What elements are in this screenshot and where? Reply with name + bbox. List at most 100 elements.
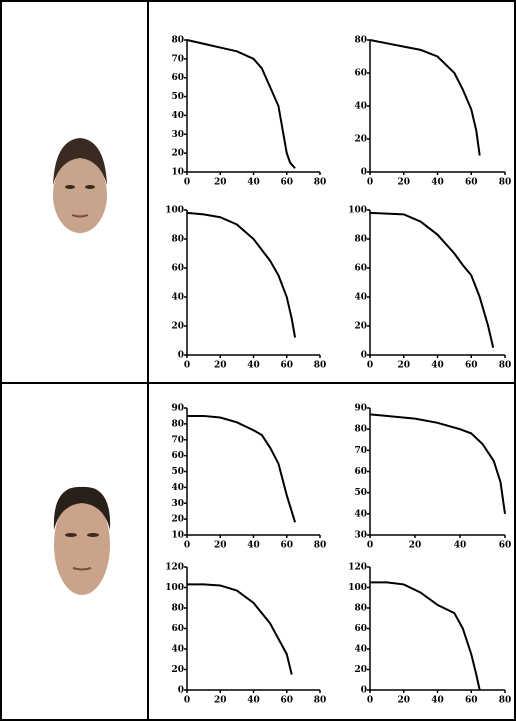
x-tick-label: 20 [214, 696, 227, 706]
y-tick-label: 10 [171, 168, 184, 178]
x-tick-label: 40 [247, 361, 260, 371]
y-tick-label: 40 [171, 645, 184, 655]
x-tick-label: 40 [431, 361, 444, 371]
y-tick-label: 100 [165, 583, 184, 593]
x-tick-label: 20 [214, 178, 227, 188]
y-tick-label: 60 [354, 264, 367, 274]
x-tick-label: 80 [314, 696, 327, 706]
y-tick-label: 60 [354, 624, 367, 634]
y-tick-label: 80 [171, 36, 184, 46]
y-tick-label: 80 [171, 604, 184, 614]
curve [370, 581, 481, 691]
x-tick-label: 80 [499, 361, 512, 371]
x-tick-label: 20 [397, 178, 410, 188]
y-tick-label: 30 [171, 499, 184, 509]
x-tick-label: 0 [184, 541, 190, 551]
y-tick-label: 100 [348, 206, 367, 216]
x-tick-label: 60 [499, 541, 512, 551]
x-tick-label: 20 [214, 541, 227, 551]
y-tick-label: 70 [171, 435, 184, 445]
y-tick-label: 20 [171, 149, 184, 159]
chart: 30 40 50 60 70 80 90 0 20 40 60 [354, 404, 511, 551]
y-tick-label: 60 [171, 451, 184, 461]
y-tick-label: 40 [354, 645, 367, 655]
x-tick-label: 60 [280, 361, 293, 371]
x-tick-label: 80 [314, 541, 327, 551]
x-tick-label: 0 [184, 361, 190, 371]
y-tick-label: 40 [354, 509, 367, 519]
y-tick-label: 20 [171, 665, 184, 675]
y-tick-label: 50 [171, 92, 184, 102]
y-tick-label: 30 [171, 130, 184, 140]
curve [369, 211, 495, 348]
y-tick-label: 40 [171, 483, 184, 493]
x-tick-label: 0 [184, 696, 190, 706]
y-tick-label: 30 [354, 531, 367, 541]
y-tick-label: 100 [165, 206, 184, 216]
x-tick-label: 60 [465, 361, 478, 371]
y-tick-label: 50 [354, 488, 367, 498]
y-tick-label: 80 [354, 235, 367, 245]
curve [369, 413, 506, 514]
y-tick-label: 40 [171, 111, 184, 121]
x-tick-label: 60 [280, 541, 293, 551]
x-tick-label: 20 [409, 541, 422, 551]
x-tick-label: 40 [431, 696, 444, 706]
x-tick-label: 0 [367, 178, 373, 188]
y-tick-label: 20 [171, 322, 184, 332]
curve [369, 39, 481, 156]
x-tick-label: 20 [397, 696, 410, 706]
y-tick-label: 90 [354, 404, 367, 414]
y-tick-label: 20 [354, 665, 367, 675]
y-tick-label: 80 [354, 604, 367, 614]
x-tick-label: 40 [454, 541, 467, 551]
x-tick-label: 40 [247, 541, 260, 551]
y-tick-label: 80 [171, 419, 184, 429]
x-tick-label: 20 [397, 361, 410, 371]
y-tick-label: 60 [171, 624, 184, 634]
y-tick-label: 80 [354, 425, 367, 435]
y-tick-label: 0 [178, 686, 184, 696]
y-tick-label: 60 [354, 467, 367, 477]
x-tick-label: 60 [465, 178, 478, 188]
chart: 0 20 40 60 80 0 20 40 60 80 [354, 36, 511, 188]
x-tick-label: 0 [367, 541, 373, 551]
y-tick-label: 60 [354, 69, 367, 79]
x-tick-label: 40 [247, 696, 260, 706]
x-tick-label: 0 [367, 696, 373, 706]
y-tick-label: 70 [171, 54, 184, 64]
curve [187, 583, 293, 675]
chart: 0 20 40 60 80 100 120 0 20 40 60 80 [165, 563, 326, 706]
y-tick-label: 80 [171, 235, 184, 245]
y-tick-label: 20 [354, 135, 367, 145]
y-tick-label: 10 [171, 531, 184, 541]
face-2 [53, 486, 111, 595]
x-tick-label: 40 [431, 178, 444, 188]
y-tick-label: 120 [165, 563, 184, 573]
y-tick-label: 20 [171, 515, 184, 525]
x-tick-label: 80 [314, 361, 327, 371]
y-tick-label: 50 [171, 467, 184, 477]
x-tick-label: 60 [465, 696, 478, 706]
y-tick-label: 0 [361, 351, 367, 361]
chart: 0 20 40 60 80 100 0 20 40 60 80 [165, 206, 326, 371]
chart: 10 20 30 40 50 60 70 80 90 0 20 40 60 80 [171, 404, 326, 551]
x-tick-label: 0 [367, 361, 373, 371]
y-tick-label: 100 [348, 583, 367, 593]
curve [187, 414, 297, 523]
x-tick-label: 0 [184, 178, 190, 188]
y-tick-label: 0 [361, 686, 367, 696]
curve [186, 211, 297, 338]
x-tick-label: 60 [280, 178, 293, 188]
y-tick-label: 120 [348, 563, 367, 573]
y-tick-label: 60 [171, 73, 184, 83]
x-tick-label: 80 [499, 696, 512, 706]
x-tick-label: 80 [314, 178, 327, 188]
y-tick-label: 80 [354, 36, 367, 46]
y-tick-label: 0 [361, 168, 367, 178]
curve [186, 39, 296, 169]
x-tick-label: 20 [214, 361, 227, 371]
